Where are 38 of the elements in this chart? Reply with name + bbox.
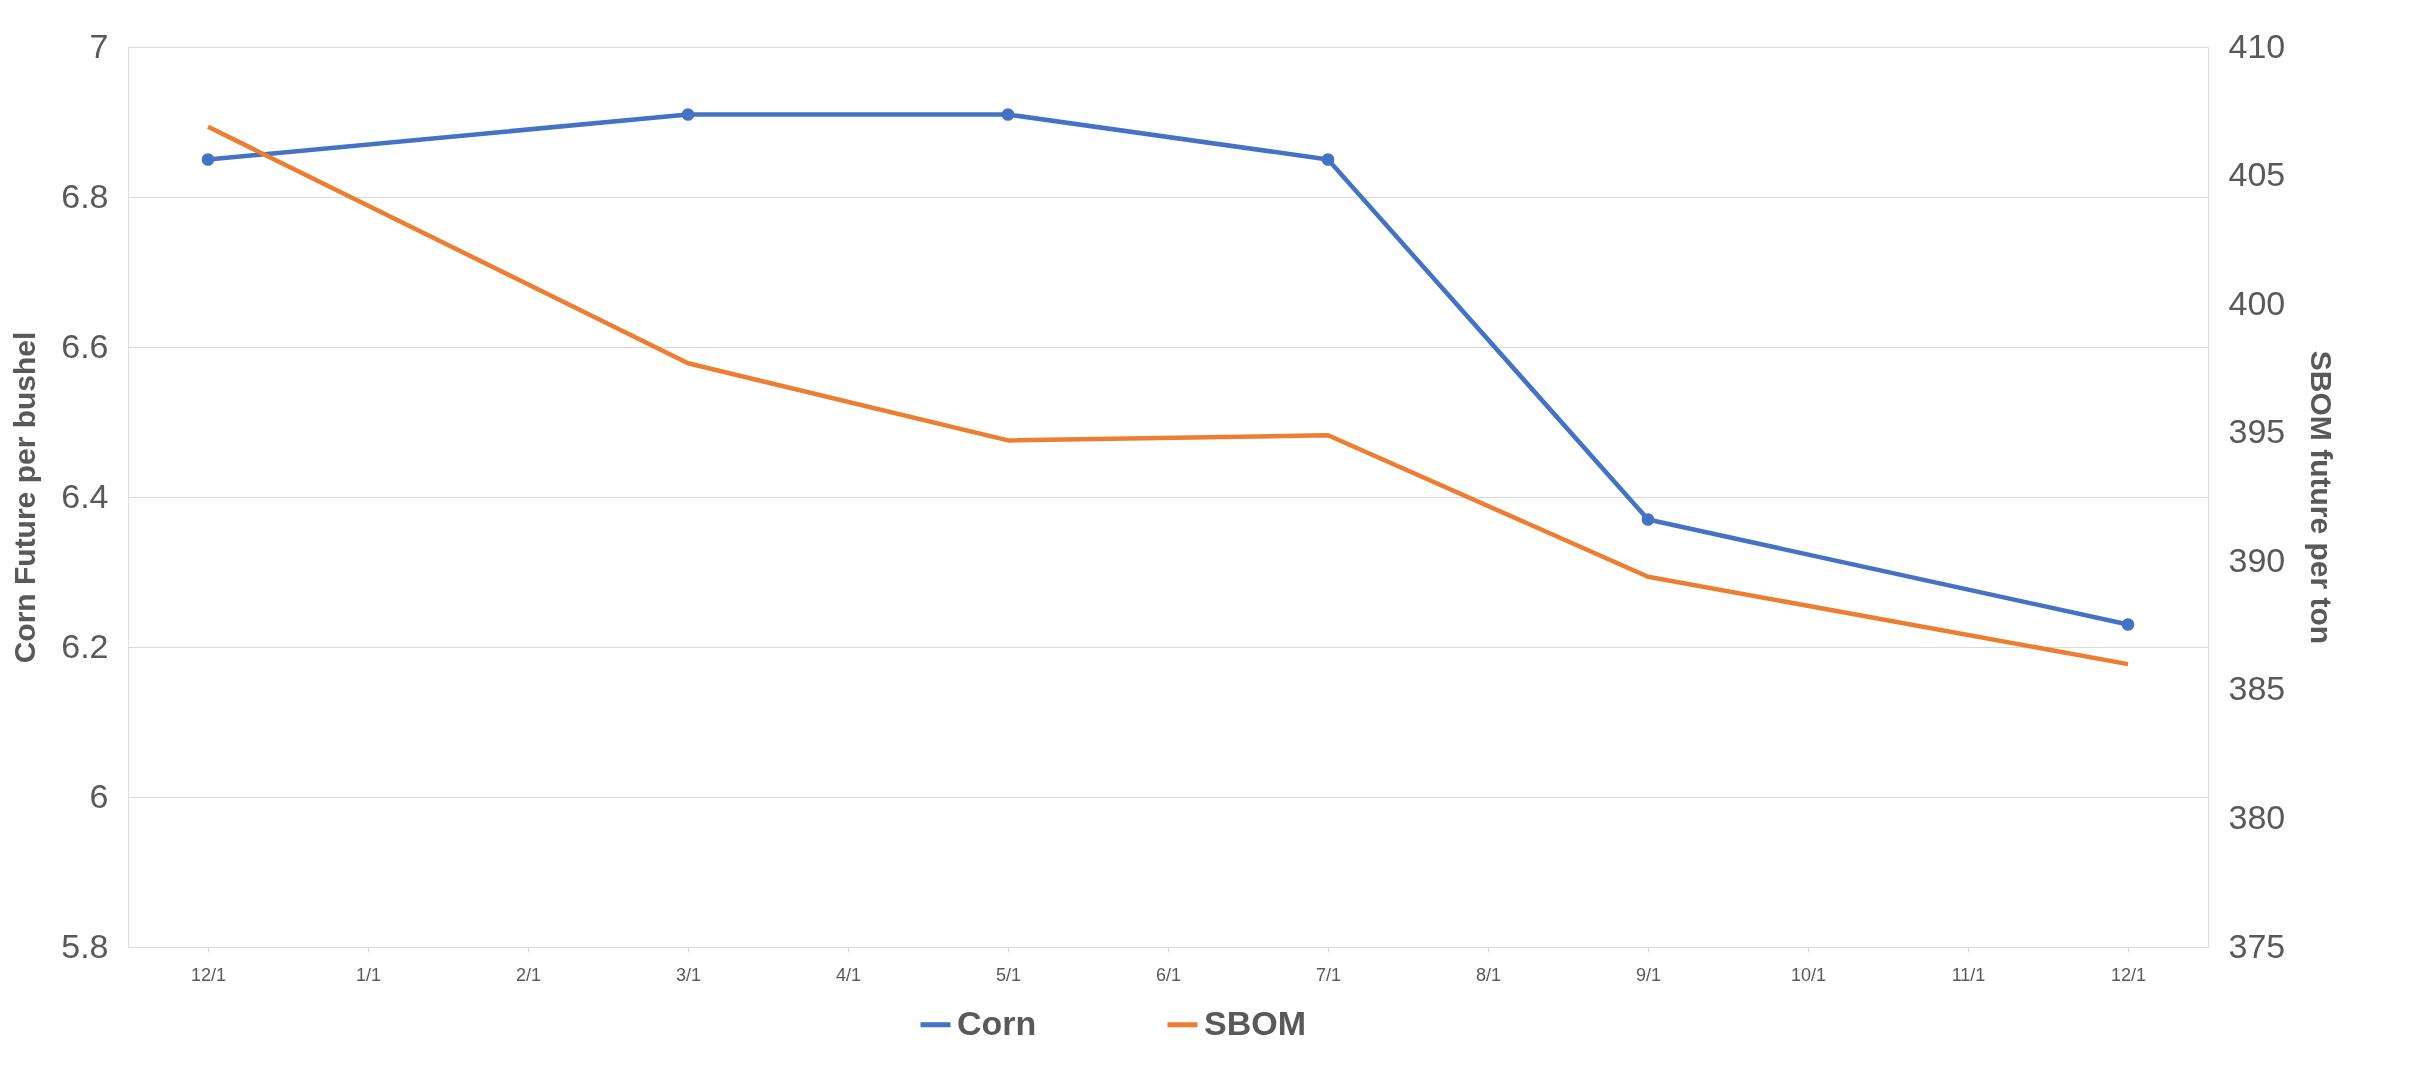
x-tick-label: 9/1 <box>1635 964 1662 985</box>
y2-tick-label: 400 <box>2228 283 2286 322</box>
point <box>1641 513 1655 526</box>
point <box>681 108 695 121</box>
y-tick-label: 6.8 <box>61 176 109 215</box>
y2-axis-title: SBOM future per ton <box>2305 350 2339 645</box>
x-tick-label: 11/1 <box>1951 964 1986 985</box>
y2-tick-label: 375 <box>2228 926 2286 965</box>
legend-label: SBOM <box>1204 1003 1306 1042</box>
y-tick-label: 6.2 <box>61 626 109 665</box>
x-tick-label: 10/1 <box>1790 964 1827 985</box>
y2-tick-label: 410 <box>2228 26 2286 65</box>
y2-tick-label: 380 <box>2228 797 2286 836</box>
point <box>1321 153 1335 166</box>
y-tick-label: 6.4 <box>61 476 109 515</box>
x-tick-label: 6/1 <box>1155 964 1182 985</box>
point <box>2121 618 2135 631</box>
x-tick-label: 5/1 <box>995 964 1022 985</box>
y-tick-label: 6.6 <box>61 326 109 365</box>
y2-tick-label: 385 <box>2228 669 2286 708</box>
x-tick-label: 1/1 <box>355 964 382 985</box>
x-tick-label: 8/1 <box>1475 964 1502 985</box>
y2-tick-label: 390 <box>2228 540 2286 579</box>
point <box>1001 108 1015 121</box>
y2-tick-label: 405 <box>2228 155 2286 194</box>
y-axis-title: Corn Future per bushel <box>8 331 42 664</box>
y2-tick-label: 395 <box>2228 412 2286 451</box>
x-tick-label: 7/1 <box>1315 964 1342 985</box>
x-tick-label: 3/1 <box>675 964 702 985</box>
x-tick-label: 4/1 <box>835 964 862 985</box>
x-tick-label: 12/1 <box>190 964 227 985</box>
x-tick-label: 2/1 <box>515 964 542 985</box>
legend-label: Corn <box>957 1003 1037 1042</box>
y-tick-label: 5.8 <box>61 926 109 965</box>
point <box>201 153 215 166</box>
y-tick-label: 7 <box>89 26 109 65</box>
x-tick-label: 12/1 <box>2110 964 2147 985</box>
y-tick-label: 6 <box>89 776 109 815</box>
